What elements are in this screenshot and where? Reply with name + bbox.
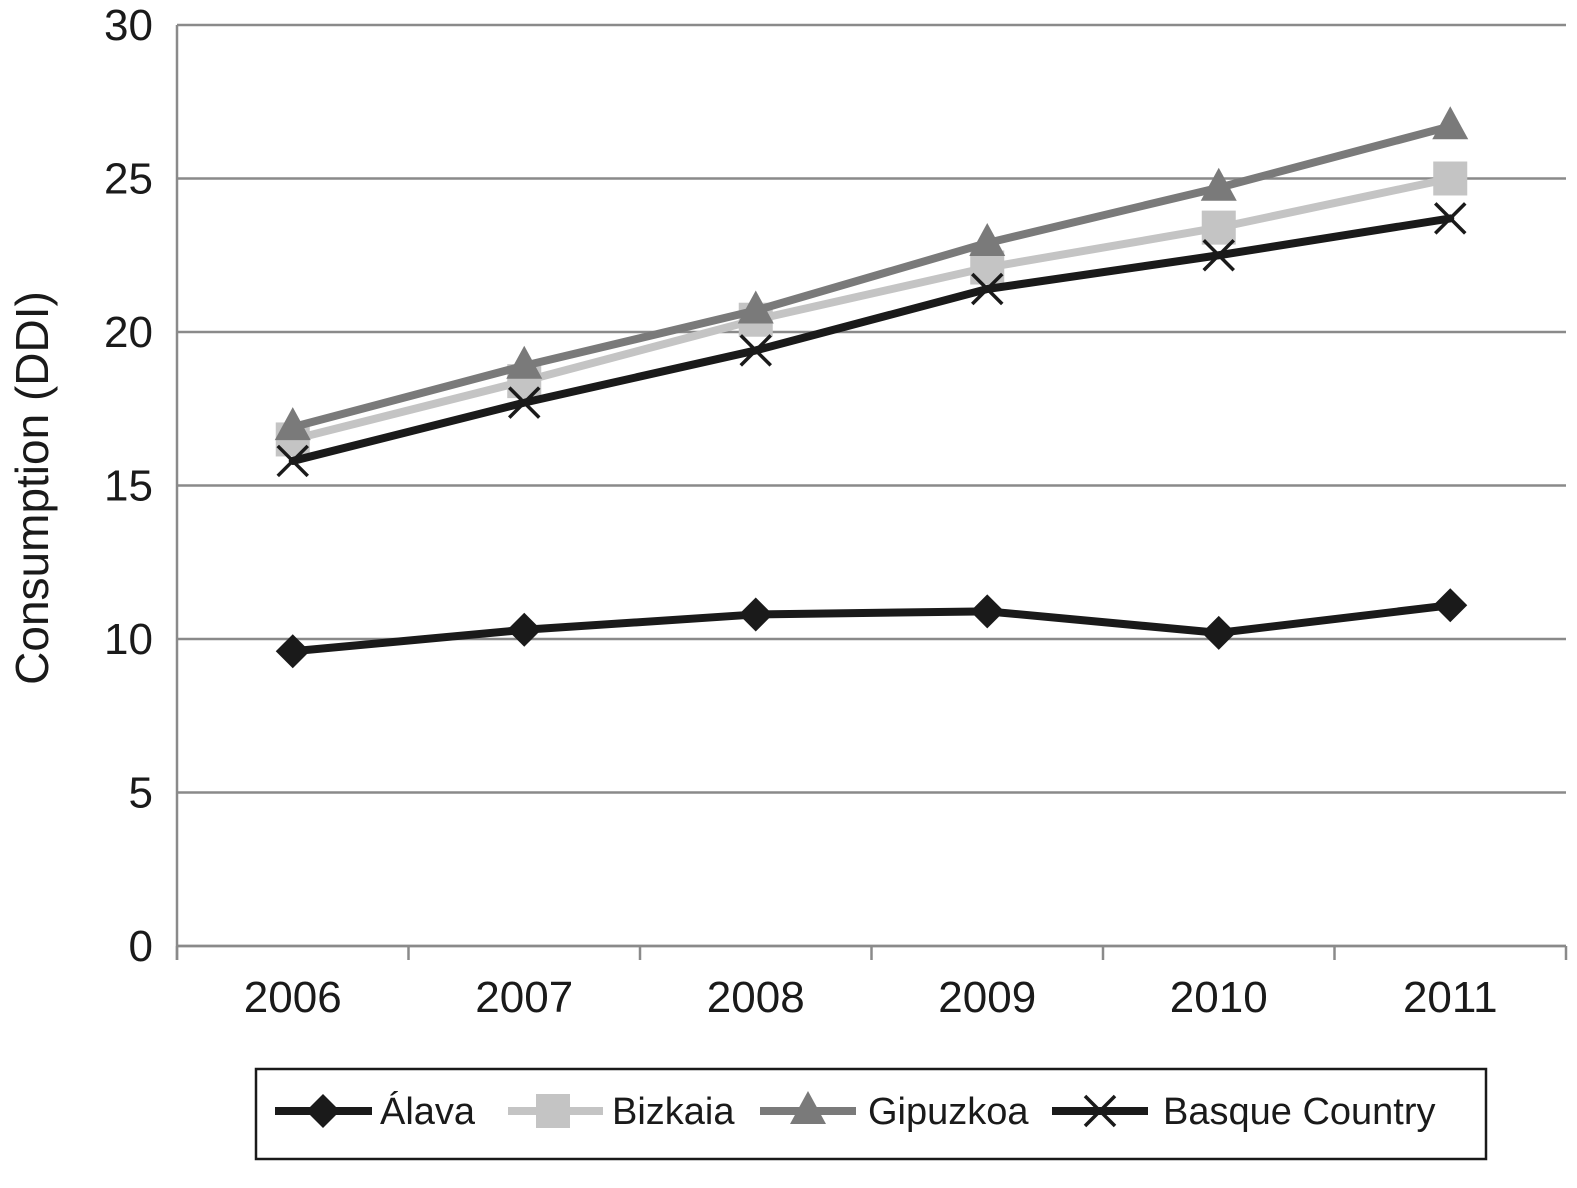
series-line [288, 122, 1455, 432]
x-tick-label-2006: 2006 [244, 973, 342, 1022]
series-gipuzkoa [274, 106, 1469, 441]
y-tick-label: 10 [104, 615, 153, 664]
data-point [274, 407, 311, 441]
y-tick-label: 15 [104, 462, 153, 511]
data-point [970, 594, 1005, 629]
data-point [739, 334, 772, 367]
x-tick-label-2011: 2011 [1403, 973, 1498, 1022]
series-álava [275, 588, 1468, 669]
x-tick-label-2007: 2007 [475, 973, 573, 1022]
series-line [288, 214, 1455, 465]
data-point [1433, 588, 1468, 623]
legend-item-basque-country: Basque Country [1052, 1091, 1436, 1133]
legend-label: Bizkaia [612, 1091, 735, 1133]
y-tick-label: 30 [104, 1, 153, 50]
data-point [507, 612, 542, 647]
legend-label: Álava [380, 1090, 476, 1133]
legend-marker [790, 1091, 826, 1124]
legend-item-gipuzkoa: Gipuzkoa [760, 1091, 1029, 1133]
x-tick-label-2008: 2008 [707, 973, 805, 1022]
legend-label: Gipuzkoa [868, 1091, 1029, 1133]
series-line [288, 174, 1455, 444]
series-bizkaia [275, 161, 1468, 457]
gridlines [177, 23, 1566, 948]
y-axis-title: Consumption (DDI) [6, 291, 58, 685]
x-tick-label-2009: 2009 [938, 973, 1036, 1022]
legend-item-bizkaia: Bizkaia [508, 1091, 735, 1133]
data-point [1433, 161, 1468, 196]
data-point [1201, 210, 1236, 245]
axes: 0 5 10 15 20 25 30 2006 2007 2008 2009 2010 2011 [104, 1, 1568, 1022]
y-tick-label: 20 [104, 308, 153, 357]
y-tick-label: 25 [104, 155, 153, 204]
data-point [971, 272, 1004, 306]
legend-marker [536, 1094, 570, 1128]
data-point [737, 290, 774, 324]
series-group [274, 106, 1469, 669]
legend: Álava Bizkaia Gipuzkoa Basque Country [254, 1067, 1488, 1161]
data-point [1434, 202, 1467, 235]
data-point [1200, 167, 1237, 201]
legend-box [254, 1067, 1488, 1161]
legend-marker [1083, 1094, 1117, 1128]
y-tick-label: 5 [129, 769, 153, 818]
data-point [276, 444, 309, 478]
x-tick-label-2010: 2010 [1170, 973, 1268, 1022]
data-point [738, 597, 773, 632]
data-point [508, 386, 541, 419]
legend-marker [306, 1094, 340, 1128]
data-point [506, 345, 543, 379]
data-point [1202, 239, 1235, 272]
legend-label: Basque Country [1163, 1091, 1436, 1133]
data-point [1432, 106, 1469, 140]
data-point [1201, 615, 1236, 650]
series-basque-country [276, 202, 1467, 478]
data-point [969, 222, 1006, 256]
series-line [288, 601, 1455, 656]
data-point [275, 634, 310, 669]
y-tick-label: 0 [129, 922, 153, 971]
legend-item-álava: Álava [275, 1090, 476, 1133]
